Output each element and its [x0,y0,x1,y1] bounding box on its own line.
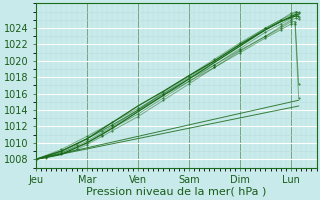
X-axis label: Pression niveau de la mer( hPa ): Pression niveau de la mer( hPa ) [86,187,266,197]
